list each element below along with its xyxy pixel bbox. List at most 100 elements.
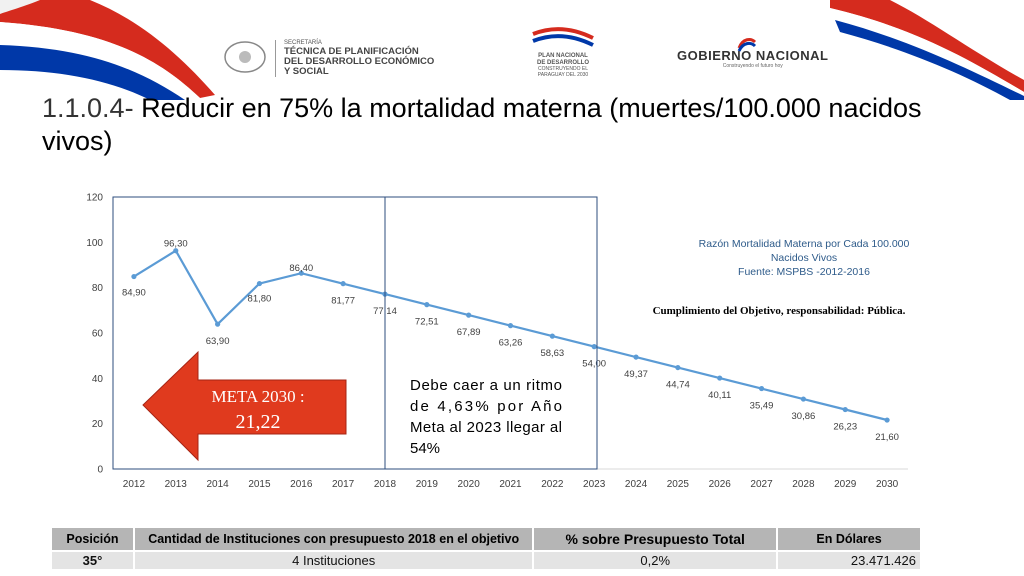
x-tick-label: 2020 bbox=[458, 479, 481, 490]
data-point bbox=[340, 281, 346, 287]
cell-porcentaje: 0,2% bbox=[533, 551, 779, 571]
data-label: 40,11 bbox=[708, 390, 731, 401]
x-tick-label: 2012 bbox=[123, 479, 146, 490]
data-label: 44,74 bbox=[666, 380, 690, 391]
logos-row: SECRETARÍA TÉCNICA DE PLANIFICACIÓN DEL … bbox=[215, 27, 835, 80]
data-point bbox=[717, 375, 723, 381]
table-row: 35° 4 Instituciones 0,2% 23.471.426 bbox=[52, 551, 922, 571]
data-label: 21,60 bbox=[875, 432, 899, 443]
data-point bbox=[173, 248, 179, 254]
cell-posicion: 35° bbox=[52, 551, 135, 571]
x-tick-label: 2021 bbox=[499, 479, 522, 490]
chart-series bbox=[131, 248, 890, 423]
y-tick-label: 20 bbox=[92, 419, 104, 430]
data-label: 72,51 bbox=[415, 317, 439, 328]
meta-arrow-line-2: 21,22 bbox=[236, 411, 281, 433]
data-point bbox=[256, 280, 263, 287]
data-point bbox=[800, 396, 806, 402]
x-tick-label: 2024 bbox=[625, 479, 648, 490]
data-label: 63,26 bbox=[499, 338, 523, 349]
data-point bbox=[131, 273, 137, 280]
data-point bbox=[507, 323, 514, 329]
source-note-line-3: Fuente: MSPBS -2012-2016 bbox=[738, 266, 870, 278]
x-tick-label: 2028 bbox=[792, 479, 815, 490]
data-point bbox=[466, 312, 472, 318]
meta-2030-arrow: META 2030 : 21,22 bbox=[142, 350, 347, 462]
x-tick-label: 2016 bbox=[290, 479, 313, 490]
logo-pnd: PLAN NACIONAL DE DESARROLLO CONSTRUYENDO… bbox=[523, 26, 603, 78]
data-label: 81,80 bbox=[248, 294, 272, 305]
x-tick-label: 2029 bbox=[834, 479, 857, 490]
cell-dolares: 23.471.426 bbox=[777, 551, 922, 571]
x-tick-label: 2019 bbox=[416, 479, 439, 490]
x-tick-label: 2025 bbox=[667, 479, 690, 490]
data-point bbox=[424, 302, 430, 308]
data-point bbox=[215, 321, 221, 327]
data-label: 35,49 bbox=[750, 401, 774, 412]
data-point bbox=[675, 364, 681, 371]
flag-band-right bbox=[830, 0, 1024, 100]
data-point bbox=[633, 354, 639, 360]
compliance-note: Cumplimiento del Objetivo, responsabilid… bbox=[653, 305, 906, 317]
y-tick-label: 100 bbox=[86, 238, 103, 249]
x-tick-label: 2014 bbox=[206, 479, 229, 490]
logo-gobierno: GOBIERNO NACIONAL Construyendo el futuro… bbox=[677, 38, 829, 69]
callout-line-3: Meta al 2023 llegar al bbox=[410, 419, 562, 436]
col-header-dolares: En Dólares bbox=[777, 528, 922, 552]
source-note-line-2: Nacidos Vivos bbox=[771, 252, 837, 264]
data-label: 63,90 bbox=[206, 336, 230, 347]
title-text: Reducir en 75% la mortalidad materna (mu… bbox=[42, 93, 922, 156]
data-point bbox=[549, 333, 555, 339]
col-header-posicion: Posición bbox=[52, 528, 135, 552]
logo-stp: SECRETARÍA TÉCNICA DE PLANIFICACIÓN DEL … bbox=[275, 40, 434, 77]
data-label: 96,30 bbox=[164, 239, 188, 250]
y-tick-label: 40 bbox=[92, 374, 104, 385]
data-point bbox=[298, 270, 304, 276]
callout-text: Debe caer a un ritmo de 4,63% por Año Me… bbox=[410, 377, 562, 457]
y-tick-label: 0 bbox=[97, 465, 103, 476]
data-label: 84,90 bbox=[122, 288, 146, 299]
data-label: 26,23 bbox=[833, 422, 857, 433]
cell-instituciones: 4 Instituciones bbox=[133, 551, 535, 571]
data-label: 54,00 bbox=[582, 359, 606, 370]
y-tick-label: 60 bbox=[92, 329, 104, 340]
x-tick-label: 2030 bbox=[876, 479, 899, 490]
gobierno-swoosh-icon bbox=[737, 38, 757, 52]
pnd-swoosh-icon bbox=[532, 27, 594, 47]
seal-icon bbox=[224, 41, 266, 73]
data-point bbox=[591, 344, 597, 350]
table-header-row: Posición Cantidad de Instituciones con p… bbox=[52, 528, 922, 552]
meta-arrow-shape bbox=[142, 350, 347, 462]
x-tick-label: 2013 bbox=[165, 479, 188, 490]
data-point bbox=[842, 406, 848, 413]
x-tick-label: 2027 bbox=[750, 479, 773, 490]
x-tick-label: 2026 bbox=[709, 479, 732, 490]
callout-line-4: 54% bbox=[410, 440, 440, 457]
data-label: 30,86 bbox=[792, 411, 816, 422]
x-tick-label: 2022 bbox=[541, 479, 564, 490]
x-tick-label: 2018 bbox=[374, 479, 397, 490]
y-tick-label: 120 bbox=[86, 193, 103, 204]
data-point bbox=[884, 417, 890, 423]
meta-arrow-line-1: META 2030 : bbox=[211, 387, 304, 406]
data-label: 58,63 bbox=[540, 348, 564, 359]
col-header-porcentaje: % sobre Presupuesto Total bbox=[533, 528, 779, 552]
budget-table: Posición Cantidad de Instituciones con p… bbox=[52, 528, 922, 571]
title-number: 1.1.0.4- bbox=[42, 93, 134, 123]
highlight-box-2018-2023 bbox=[384, 196, 598, 470]
data-label: 81,77 bbox=[331, 296, 355, 307]
data-point bbox=[758, 385, 765, 392]
col-header-instituciones: Cantidad de Instituciones con presupuest… bbox=[133, 528, 535, 552]
data-label: 49,37 bbox=[624, 369, 648, 380]
data-label: 67,89 bbox=[457, 327, 481, 338]
x-tick-label: 2023 bbox=[583, 479, 606, 490]
x-tick-label: 2015 bbox=[248, 479, 271, 490]
callout-line-2: de 4,63% por Año bbox=[410, 398, 562, 415]
y-tick-label: 80 bbox=[92, 283, 104, 294]
source-note-line-1: Razón Mortalidad Materna por Cada 100.00… bbox=[699, 238, 910, 250]
callout-line-1: Debe caer a un ritmo bbox=[410, 377, 562, 394]
flag-band-left bbox=[0, 0, 215, 100]
data-label: 86,40 bbox=[289, 263, 313, 274]
x-tick-label: 2017 bbox=[332, 479, 355, 490]
